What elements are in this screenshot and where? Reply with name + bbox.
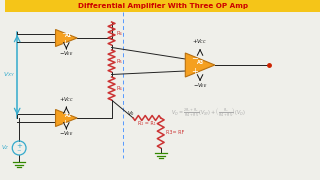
Polygon shape (185, 53, 215, 77)
Text: R3= RF: R3= RF (166, 130, 184, 136)
Text: R₄: R₄ (116, 31, 122, 36)
Text: $-V_{EE}$: $-V_{EE}$ (59, 129, 74, 138)
Text: R₅: R₅ (116, 58, 122, 64)
Text: −: − (61, 30, 68, 39)
Text: $V_0$: $V_0$ (127, 109, 135, 118)
Text: Differential Amplifier With Three OP Amp: Differential Amplifier With Three OP Amp (78, 3, 248, 9)
Polygon shape (56, 30, 77, 46)
Text: +: + (16, 143, 22, 149)
Text: A3: A3 (197, 60, 204, 65)
Text: +: + (61, 118, 68, 127)
Text: $+V_{CC}$: $+V_{CC}$ (192, 37, 208, 46)
Text: R₂ = R₁: R₂ = R₁ (138, 121, 156, 126)
Text: $V_Z$: $V_Z$ (1, 144, 9, 152)
Text: A1: A1 (65, 33, 73, 38)
Text: +: + (191, 66, 198, 75)
Polygon shape (56, 109, 77, 127)
Text: $-V_{EE}$: $-V_{EE}$ (193, 81, 207, 90)
Text: $V_{O} = \frac{2R_4+R_5}{R4+R5}(V_{XY}) + \left(\frac{R_4}{R4+R5}\right)(V_{O})$: $V_{O} = \frac{2R_4+R_5}{R4+R5}(V_{XY}) … (171, 105, 245, 118)
Text: −: − (61, 109, 68, 118)
Text: −: − (191, 55, 198, 64)
Text: $+V_{CC}$: $+V_{CC}$ (59, 95, 74, 104)
Text: A2: A2 (65, 113, 73, 118)
Text: ~: ~ (17, 148, 21, 154)
Text: +: + (61, 39, 68, 48)
FancyBboxPatch shape (5, 0, 320, 12)
Text: $V_{XY}$: $V_{XY}$ (3, 71, 15, 79)
Text: $-V_{EE}$: $-V_{EE}$ (59, 49, 74, 58)
Text: R₄: R₄ (116, 86, 122, 91)
